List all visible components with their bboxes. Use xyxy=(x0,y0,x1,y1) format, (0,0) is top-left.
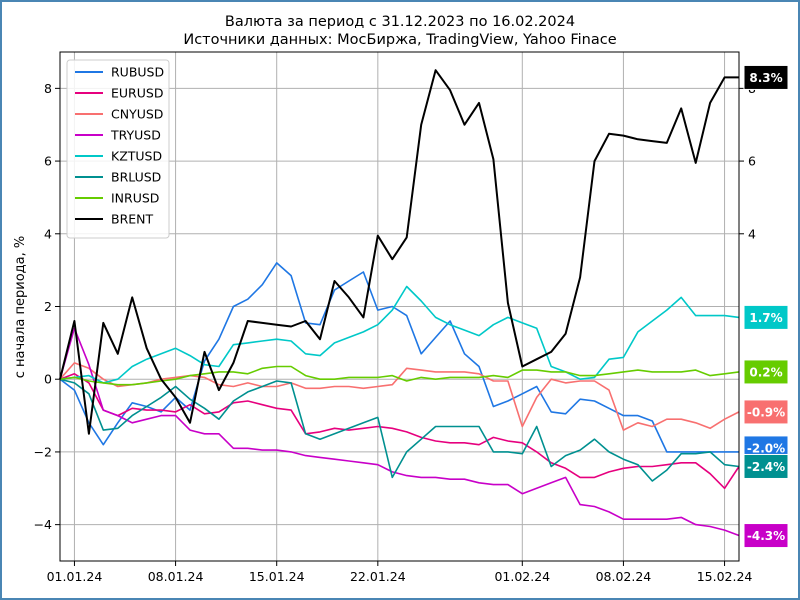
end-badge-box xyxy=(743,399,789,425)
series-line-cnyusd xyxy=(59,362,740,431)
end-badge-brlusd: -2.4% xyxy=(743,453,789,479)
y-tick-label: 0 xyxy=(44,372,52,387)
right-tick-label: 4 xyxy=(748,226,756,241)
x-tick-label: 08.01.24 xyxy=(148,569,204,584)
y-tick-label: 4 xyxy=(44,226,52,241)
end-value-badges: -2.0%-2.4%-0.9%-4.3%1.7%-2.4%0.2%8.3% xyxy=(743,64,789,549)
y-axis-label: с начала периода, % xyxy=(13,236,28,379)
y-tick-label: 2 xyxy=(44,299,52,314)
x-tick-label: 15.02.24 xyxy=(697,569,753,584)
y-tick-label: −4 xyxy=(34,517,52,532)
legend-label: RUBUSD xyxy=(111,65,164,80)
series-line-tryusd xyxy=(59,327,740,537)
legend-label: INRUSD xyxy=(111,191,159,206)
end-badge-box xyxy=(743,359,789,385)
end-badge-box xyxy=(743,64,789,90)
end-badge-box xyxy=(743,523,789,549)
legend-label: TRYUSD xyxy=(110,128,161,143)
x-tick-label: 01.01.24 xyxy=(47,569,103,584)
series-line-inrusd xyxy=(59,365,740,386)
legend: RUBUSD EURUSD CNYUSD TRYUSD KZTUSD BRLUSD INRU… xyxy=(66,59,170,239)
chart-title: Валюта за период с 31.12.2023 по 16.02.2… xyxy=(225,14,575,30)
series-lines xyxy=(59,69,740,537)
right-tick-label: 6 xyxy=(748,154,756,169)
series-line-eurusd xyxy=(59,372,740,490)
y-tick-label: −2 xyxy=(34,444,52,459)
end-badge-label: -2.4% xyxy=(747,460,785,474)
end-badge-label: -4.3% xyxy=(747,529,785,543)
legend-label: EURUSD xyxy=(111,86,163,101)
end-badge-brent: 8.3% xyxy=(743,64,789,90)
x-axis: 01.01.24 08.01.24 15.01.24 22.01.24 01.02.24… xyxy=(47,561,753,584)
series-line-brlusd xyxy=(59,378,740,482)
x-tick-label: 08.02.24 xyxy=(596,569,652,584)
y-axis-right: 468 xyxy=(739,81,756,241)
series-line-rubusd xyxy=(59,262,739,453)
end-badge-label: -0.9% xyxy=(747,405,785,419)
end-badge-label: 1.7% xyxy=(749,311,782,325)
legend-label: CNYUSD xyxy=(111,107,163,122)
end-badge-cnyusd: -0.9% xyxy=(743,399,789,425)
y-tick-label: 6 xyxy=(44,154,52,169)
x-tick-label: 15.01.24 xyxy=(249,569,305,584)
end-badge-tryusd: -4.3% xyxy=(743,523,789,549)
y-tick-label: 8 xyxy=(44,81,52,96)
series-line-brent xyxy=(59,69,739,435)
y-axis-left: −4 −2 0 2 4 6 8 xyxy=(34,81,60,532)
x-tick-label: 01.02.24 xyxy=(494,569,550,584)
legend-label: KZTUSD xyxy=(111,149,162,164)
legend-box xyxy=(66,59,170,239)
end-badge-kztusd: 1.7% xyxy=(743,304,789,330)
legend-label: BRLUSD xyxy=(111,170,161,185)
series-line-kztusd xyxy=(59,285,740,384)
end-badge-box xyxy=(743,453,789,479)
end-badge-label: 0.2% xyxy=(749,365,782,379)
end-badge-box xyxy=(743,304,789,330)
legend-label: BRENT xyxy=(111,212,154,227)
end-badge-label: -2.0% xyxy=(747,441,785,455)
x-tick-label: 22.01.24 xyxy=(350,569,406,584)
end-badge-inrusd: 0.2% xyxy=(743,359,789,385)
end-badge-label: 8.3% xyxy=(749,71,782,85)
chart-subtitle: Источники данных: МосБиржа, TradingView,… xyxy=(183,32,616,48)
